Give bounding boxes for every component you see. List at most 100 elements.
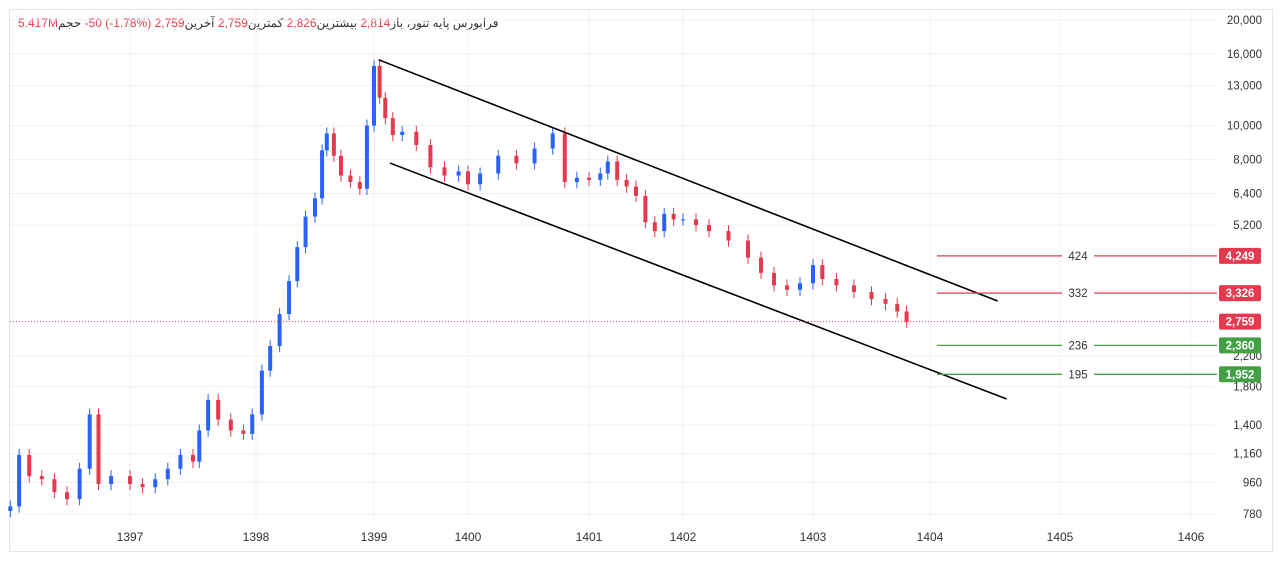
- candle-body: [514, 155, 519, 164]
- candle-body: [662, 213, 667, 232]
- x-tick-label: 1400: [455, 530, 482, 544]
- price-badge-label: 3,326: [1226, 288, 1255, 300]
- candle-body: [834, 279, 839, 286]
- candle-body: [17, 454, 22, 507]
- candle-body: [634, 186, 638, 196]
- x-tick-label: 1401: [576, 530, 603, 544]
- price-badge-label: 2,360: [1226, 340, 1255, 352]
- last-price-badge: [1219, 313, 1261, 330]
- x-tick-label: 1399: [361, 530, 388, 544]
- candle-body: [605, 161, 610, 174]
- candle-body: [681, 219, 685, 221]
- candle-body: [320, 150, 325, 199]
- candle-body: [39, 476, 44, 480]
- price-badge-label: 1,952: [1226, 369, 1255, 381]
- x-tick-label: 1397: [117, 530, 144, 544]
- candle-body: [250, 414, 255, 434]
- y-tick-label: 1,160: [1233, 449, 1262, 461]
- candle-body: [140, 483, 145, 488]
- candle-body: [496, 155, 501, 174]
- candle-body: [65, 492, 69, 500]
- candle-body: [726, 231, 731, 241]
- candle-body: [377, 65, 382, 98]
- candle-body: [268, 346, 273, 371]
- candle-body: [295, 247, 300, 282]
- candle-body: [785, 285, 789, 290]
- candle-body: [587, 177, 591, 180]
- candle-body: [904, 311, 909, 322]
- y-tick-label: 10,000: [1227, 121, 1262, 133]
- price-badge: [1219, 285, 1261, 302]
- x-tick-label: 1403: [800, 530, 827, 544]
- y-tick-label: 13,000: [1227, 81, 1262, 93]
- x-tick-label: 1405: [1047, 530, 1074, 544]
- price-badge: [1219, 247, 1261, 264]
- x-tick-label: 1402: [670, 530, 697, 544]
- candle-body: [869, 292, 874, 300]
- candle-body: [414, 131, 419, 146]
- candle-body: [383, 97, 388, 119]
- candle-body: [550, 133, 555, 149]
- candle-body: [128, 476, 132, 484]
- last-price-label: 2,759: [1226, 317, 1255, 329]
- y-tick-label: 6,400: [1233, 188, 1262, 200]
- candle-body: [759, 257, 763, 273]
- candle-body: [707, 225, 711, 232]
- candle-body: [87, 414, 92, 469]
- candle-body: [746, 240, 750, 258]
- channel-trendline: [389, 162, 1007, 400]
- candle-body: [598, 173, 603, 180]
- candle-body: [390, 118, 395, 135]
- level-label: 195: [1068, 369, 1087, 381]
- candle-body: [811, 265, 815, 284]
- candle-body: [372, 65, 376, 126]
- y-tick-label: 2,200: [1233, 351, 1262, 363]
- y-tick-label: 8,000: [1233, 155, 1262, 167]
- channel-trendline: [378, 59, 998, 302]
- candle-body: [197, 430, 202, 462]
- candle-body: [348, 175, 353, 183]
- candle-body: [895, 303, 900, 312]
- candle-body: [178, 454, 183, 469]
- candle-body: [153, 479, 158, 488]
- candle-body: [562, 133, 567, 183]
- candle-body: [277, 314, 282, 347]
- candle-body: [165, 468, 170, 480]
- candle-body: [241, 430, 246, 434]
- candle-body: [574, 177, 579, 183]
- candle-body: [287, 281, 292, 315]
- candle-body: [466, 171, 470, 185]
- price-badge: [1219, 366, 1261, 383]
- y-tick-label: 16,000: [1227, 49, 1262, 61]
- x-tick-label: 1406: [1178, 530, 1205, 544]
- y-tick-label: 1,400: [1233, 420, 1262, 432]
- candle-body: [883, 299, 888, 304]
- candle-body: [671, 213, 676, 220]
- y-tick-label: 1,800: [1233, 382, 1262, 394]
- candle-body: [96, 414, 101, 484]
- y-tick-label: 780: [1243, 509, 1262, 521]
- candle-body: [77, 468, 82, 500]
- candle-body: [357, 182, 362, 189]
- candle-body: [643, 195, 648, 223]
- candle-body: [216, 399, 221, 420]
- y-tick-label: 20,000: [1227, 15, 1262, 27]
- candle-body: [191, 454, 195, 462]
- candle-body: [206, 399, 211, 431]
- candle-body: [303, 216, 308, 248]
- candle-body: [52, 479, 57, 493]
- candle-body: [624, 179, 629, 187]
- y-tick-label: 960: [1243, 477, 1262, 489]
- candle-body: [442, 167, 447, 176]
- y-tick-label: 5,200: [1233, 220, 1262, 232]
- x-tick-label: 1398: [243, 530, 270, 544]
- candle-body: [109, 476, 114, 484]
- candle-body: [324, 133, 329, 151]
- x-tick-label: 1404: [917, 530, 944, 544]
- level-label: 332: [1068, 288, 1087, 300]
- candle-body: [331, 133, 336, 156]
- candle-body: [400, 131, 405, 135]
- chart-frame: [9, 9, 1273, 552]
- price-badge-label: 4,249: [1226, 251, 1255, 263]
